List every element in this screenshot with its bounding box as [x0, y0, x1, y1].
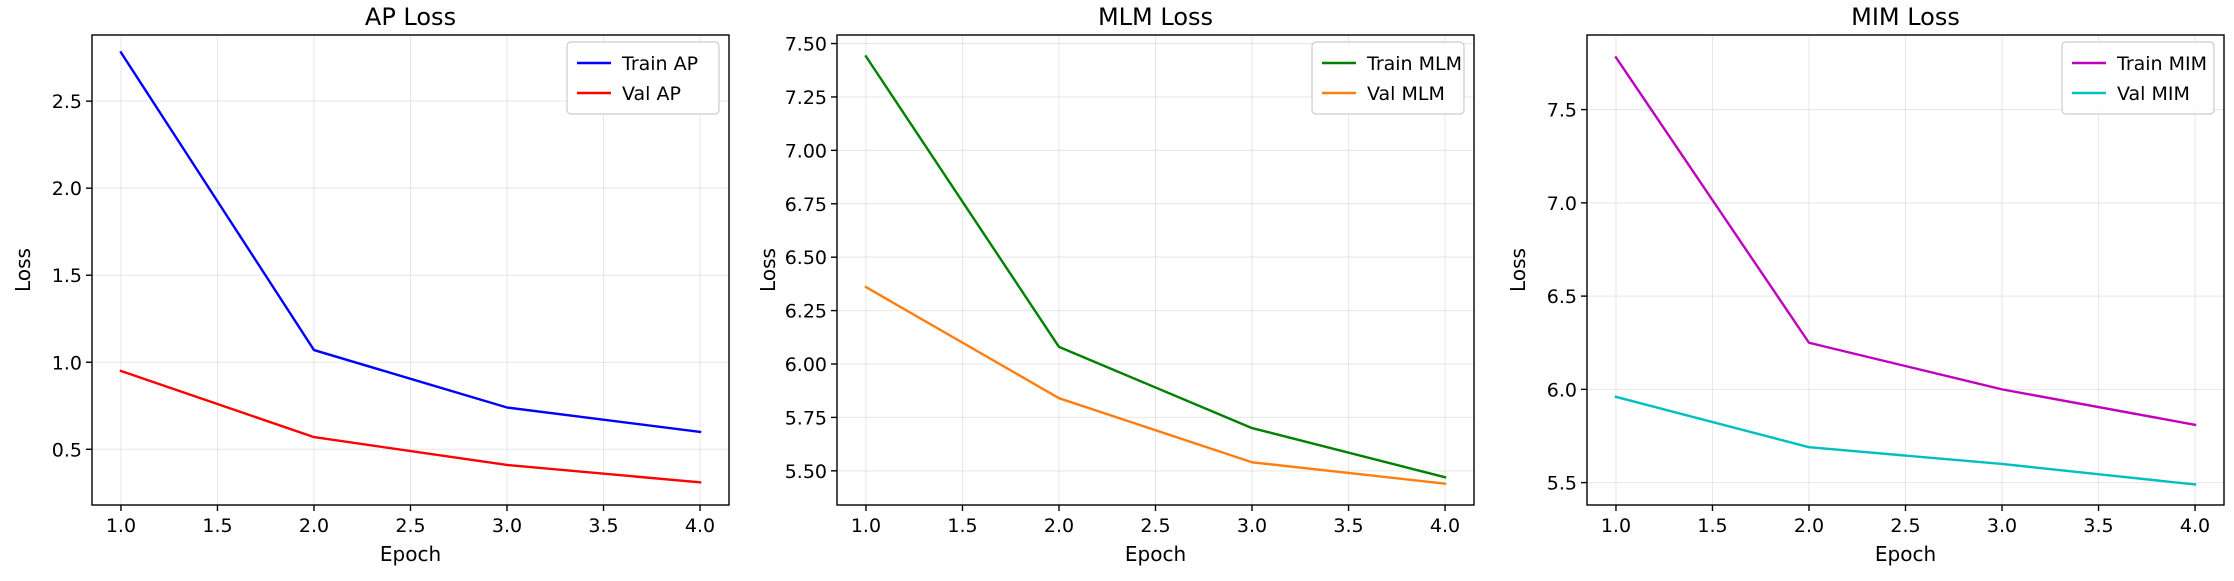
chart-2-x-tick-label: 3.5 — [2083, 515, 2113, 537]
chart-1-y-tick-label: 6.50 — [785, 247, 827, 269]
chart-2-x-tick-label: 2.5 — [1890, 515, 1920, 537]
chart-2-x-axis-label: Epoch — [1875, 542, 1936, 566]
chart-2-x-tick-label: 1.5 — [1697, 515, 1727, 537]
chart-1-x-tick-label: 3.0 — [1237, 515, 1267, 537]
chart-0-y-axis-label: Loss — [11, 248, 35, 292]
chart-2-y-tick-label: 7.0 — [1547, 193, 1577, 215]
chart-1-y-tick-label: 7.25 — [785, 87, 827, 109]
chart-2-x-tick-label: 4.0 — [2180, 515, 2210, 537]
chart-0-series-val-ap-line — [119, 369, 702, 484]
chart-2-y-tick-label: 7.5 — [1547, 100, 1577, 122]
chart-0-y-tick-label: 1.5 — [52, 265, 82, 287]
chart-1-y-tick-label: 6.75 — [785, 194, 827, 216]
chart-0-y-tick-label: 2.5 — [52, 91, 82, 113]
ap-loss-panel: 1.0 1.5 2.0 2.5 3.0 3.5 4.0 0.5 1.0 1.5 2.0 2.5 AP L… — [11, 3, 730, 566]
chart-1-y-tick-label: 7.00 — [785, 140, 827, 162]
chart-0-legend-label-val-ap: Val AP — [622, 83, 681, 105]
chart-1-y-tick-label: 7.50 — [785, 34, 827, 56]
chart-1-y-tick-label: 5.50 — [785, 461, 827, 483]
chart-1-legend-label-train-mlm: Train MLM — [1366, 53, 1462, 75]
chart-1-x-axis-label: Epoch — [1125, 542, 1186, 566]
chart-1-x-tick-label: 1.5 — [947, 515, 977, 537]
chart-1-y-tick-label: 5.75 — [785, 407, 827, 429]
chart-2-y-tick-label: 5.5 — [1547, 473, 1577, 495]
chart-0-x-axis-label: Epoch — [380, 542, 441, 566]
chart-1-x-tick-label: 3.5 — [1333, 515, 1363, 537]
chart-1-y-tick-label: 6.00 — [785, 354, 827, 376]
chart-2-series-train-mim-line — [1614, 55, 2197, 427]
chart-2-title: MIM Loss — [1851, 3, 1960, 31]
chart-0-legend-label-train-ap: Train AP — [621, 53, 698, 75]
chart-0-x-tick-label: 3.0 — [492, 515, 522, 537]
chart-2-y-tick-label: 6.0 — [1547, 379, 1577, 401]
chart-0-y-tick-label: 0.5 — [52, 439, 82, 461]
chart-0-x-tick-label: 1.5 — [202, 515, 232, 537]
chart-0-title: AP Loss — [365, 3, 456, 31]
chart-1-x-tick-label: 1.0 — [851, 515, 881, 537]
chart-0-x-tick-label: 2.5 — [395, 515, 425, 537]
chart-2-y-axis-label: Loss — [1506, 248, 1530, 292]
chart-0-x-tick-label: 2.0 — [299, 515, 329, 537]
chart-1-title: MLM Loss — [1098, 3, 1213, 31]
chart-0-x-tick-label: 3.5 — [588, 515, 618, 537]
chart-1-y-axis-label: Loss — [756, 248, 780, 292]
chart-1-series-val-mlm-line — [864, 285, 1447, 485]
chart-0-y-tick-label: 2.0 — [52, 178, 82, 200]
chart-1-x-tick-label: 2.5 — [1140, 515, 1170, 537]
chart-2-legend-label-train-mim: Train MIM — [2116, 53, 2207, 75]
chart-2-legend-label-val-mim: Val MIM — [2117, 83, 2190, 105]
chart-1-x-tick-label: 2.0 — [1044, 515, 1074, 537]
chart-0-series-train-ap-line — [119, 50, 702, 434]
chart-1-legend-label-val-mlm: Val MLM — [1367, 83, 1445, 105]
chart-2-series-val-mim-line — [1614, 395, 2197, 486]
chart-2-x-tick-label: 3.0 — [1987, 515, 2017, 537]
chart-1-series-train-mlm-line — [864, 54, 1447, 479]
mim-loss-panel: 1.0 1.5 2.0 2.5 3.0 3.5 4.0 5.5 6.0 6.5 7.0 7.5 MIM … — [1506, 3, 2225, 566]
chart-2-x-tick-label: 1.0 — [1601, 515, 1631, 537]
chart-1-legend — [1311, 41, 1465, 115]
chart-0-x-tick-label: 4.0 — [685, 515, 715, 537]
chart-1-x-tick-label: 4.0 — [1430, 515, 1460, 537]
chart-2-y-tick-label: 6.5 — [1547, 286, 1577, 308]
chart-2-x-tick-label: 2.0 — [1794, 515, 1824, 537]
chart-0-x-tick-label: 1.0 — [106, 515, 136, 537]
chart-2-legend — [2061, 41, 2215, 115]
mlm-loss-panel: 1.0 1.5 2.0 2.5 3.0 3.5 4.0 5.50 5.75 6.00 6.25 6.5… — [756, 3, 1475, 566]
chart-0-y-tick-label: 1.0 — [52, 352, 82, 374]
chart-0-legend — [566, 41, 720, 115]
chart-1-y-tick-label: 6.25 — [785, 301, 827, 323]
